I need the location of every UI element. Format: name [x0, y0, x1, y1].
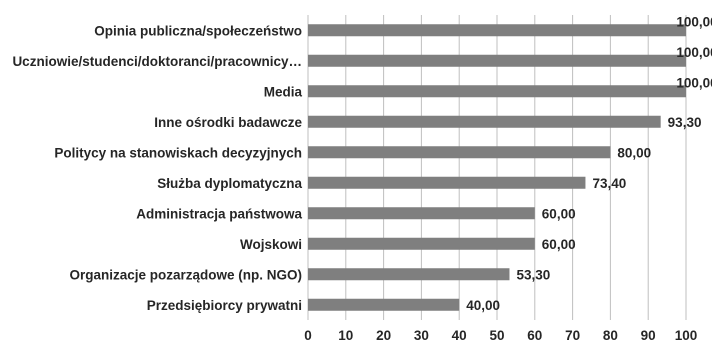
- bar-0: [308, 24, 686, 37]
- value-label-2: 100,00: [676, 75, 712, 90]
- value-label-8: 53,30: [516, 267, 550, 282]
- category-label-5: Służba dyplomatyczna: [157, 176, 302, 191]
- value-label-0: 100,00: [676, 14, 712, 29]
- x-tick-label-100: 100: [675, 328, 698, 343]
- x-tick-label-80: 80: [603, 328, 618, 343]
- bar-2: [308, 85, 686, 98]
- category-label-8: Organizacje pozarządowe (np. NGO): [69, 267, 302, 282]
- value-labels: 100,00 100,00 100,00 93,30 80,00 73,40 60,00 60…: [466, 14, 712, 313]
- bar-4: [308, 146, 611, 159]
- x-tick-label-20: 20: [376, 328, 391, 343]
- category-label-9: Przedsiębiorcy prywatni: [147, 298, 302, 313]
- bar-9: [308, 298, 460, 311]
- category-label-3: Inne ośrodki badawcze: [154, 115, 302, 130]
- x-tick-label-10: 10: [338, 328, 353, 343]
- category-labels: Opinia publiczna/społeczeństwo Uczniowie/…: [12, 23, 302, 313]
- category-label-7: Wojskowi: [240, 237, 302, 252]
- x-tick-label-70: 70: [565, 328, 580, 343]
- bar-1: [308, 54, 686, 67]
- x-tick-label-0: 0: [304, 328, 312, 343]
- category-label-0: Opinia publiczna/społeczeństwo: [94, 23, 302, 38]
- x-tick-label-90: 90: [641, 328, 656, 343]
- bar-7: [308, 237, 535, 250]
- bar-5: [308, 176, 586, 189]
- category-label-6: Administracja państwowa: [136, 206, 302, 221]
- value-label-1: 100,00: [676, 45, 712, 60]
- x-tick-label-60: 60: [527, 328, 542, 343]
- value-label-7: 60,00: [542, 237, 576, 252]
- value-label-3: 93,30: [668, 115, 702, 130]
- value-label-9: 40,00: [466, 298, 500, 313]
- bar-8: [308, 268, 510, 281]
- bars: [308, 24, 686, 311]
- bar-3: [308, 115, 661, 128]
- x-tick-label-50: 50: [489, 328, 504, 343]
- category-label-1: Uczniowie/studenci/doktoranci/pracownicy…: [12, 54, 302, 69]
- value-label-4: 80,00: [617, 145, 651, 160]
- x-tick-label-40: 40: [452, 328, 467, 343]
- value-label-5: 73,40: [592, 176, 626, 191]
- value-label-6: 60,00: [542, 206, 576, 221]
- category-label-4: Politycy na stanowiskach decyzyjnych: [54, 145, 302, 160]
- x-tick-label-30: 30: [414, 328, 429, 343]
- bar-6: [308, 207, 535, 220]
- x-axis-tick-labels: 0 10 20 30 40 50 60 70 80 90 100: [304, 328, 697, 343]
- category-label-2: Media: [264, 84, 303, 99]
